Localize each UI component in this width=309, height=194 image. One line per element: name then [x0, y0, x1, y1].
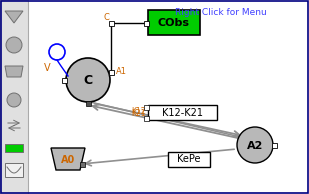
Text: K12-K21: K12-K21	[162, 107, 203, 118]
Circle shape	[7, 93, 21, 107]
Bar	[144, 21, 149, 25]
Bar	[109, 70, 114, 75]
Bar	[109, 21, 114, 25]
Circle shape	[66, 58, 110, 102]
Bar	[80, 162, 85, 167]
Text: CObs: CObs	[158, 17, 190, 28]
Text: Right Click for Menu: Right Click for Menu	[175, 8, 267, 17]
Circle shape	[237, 127, 273, 163]
Bar	[272, 143, 277, 148]
Text: C: C	[83, 74, 93, 87]
Text: V: V	[44, 63, 50, 73]
Polygon shape	[5, 66, 23, 77]
Text: A0: A0	[61, 155, 75, 165]
Bar	[148, 10, 200, 35]
Polygon shape	[5, 11, 23, 23]
Text: K21: K21	[132, 109, 146, 118]
Text: K12: K12	[132, 107, 146, 116]
Text: KePe: KePe	[177, 154, 201, 165]
Bar	[168, 152, 210, 167]
Bar	[144, 116, 149, 121]
Bar	[0, 0, 28, 194]
Text: A1: A1	[116, 68, 127, 76]
Text: C: C	[103, 13, 109, 22]
Bar	[148, 105, 217, 120]
Bar	[5, 144, 23, 152]
Bar	[62, 78, 67, 83]
Circle shape	[6, 37, 22, 53]
Text: A2: A2	[247, 141, 263, 151]
Bar	[144, 105, 149, 110]
Bar	[5, 163, 23, 177]
Polygon shape	[51, 148, 85, 170]
Bar	[86, 101, 91, 106]
